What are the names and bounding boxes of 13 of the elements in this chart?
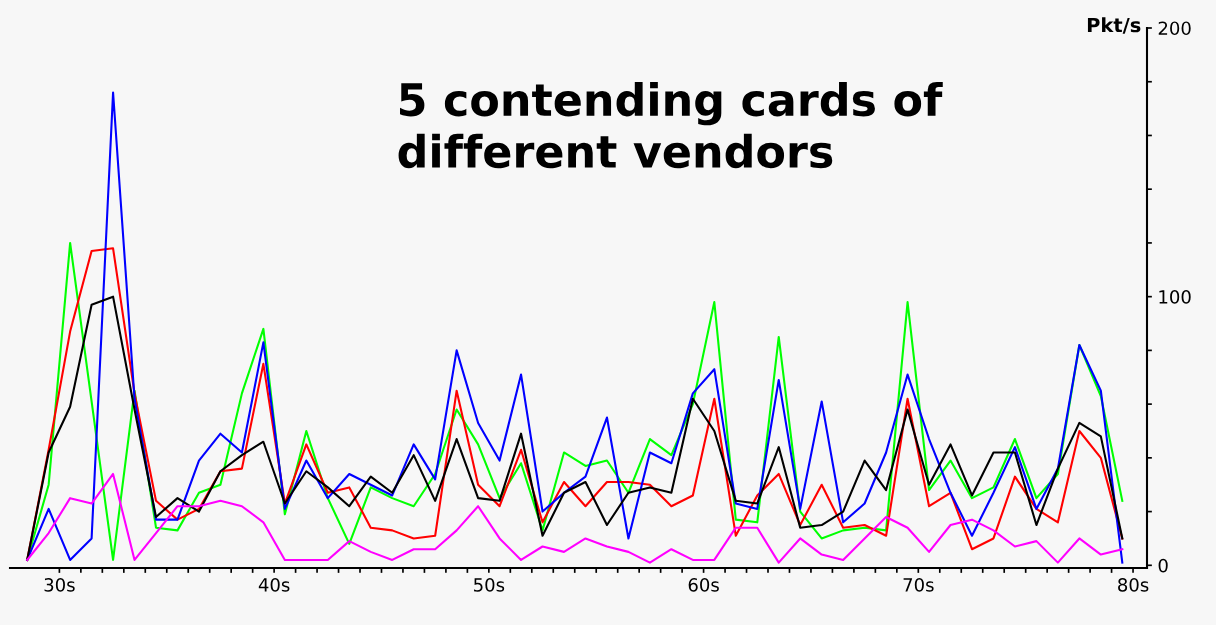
line-series — [26, 472, 1124, 564]
line-series — [26, 295, 1124, 561]
y-axis-title: Pkt/s — [1087, 17, 1141, 34]
x-tick-label: 60s — [688, 578, 719, 592]
y-tick-label: 200 — [1158, 21, 1191, 36]
x-tick-label: 80s — [1118, 578, 1149, 592]
annotation: 5 contending cards of different vendors — [398, 82, 943, 169]
x-tick-label: 30s — [44, 578, 75, 592]
x-tick-label: 70s — [903, 578, 934, 592]
y-tick-label: 100 — [1159, 290, 1191, 304]
x-tick-label: 40s — [258, 578, 290, 592]
x-tick-label: 50s — [474, 578, 505, 592]
y-tick-label: 0 — [1158, 558, 1168, 573]
